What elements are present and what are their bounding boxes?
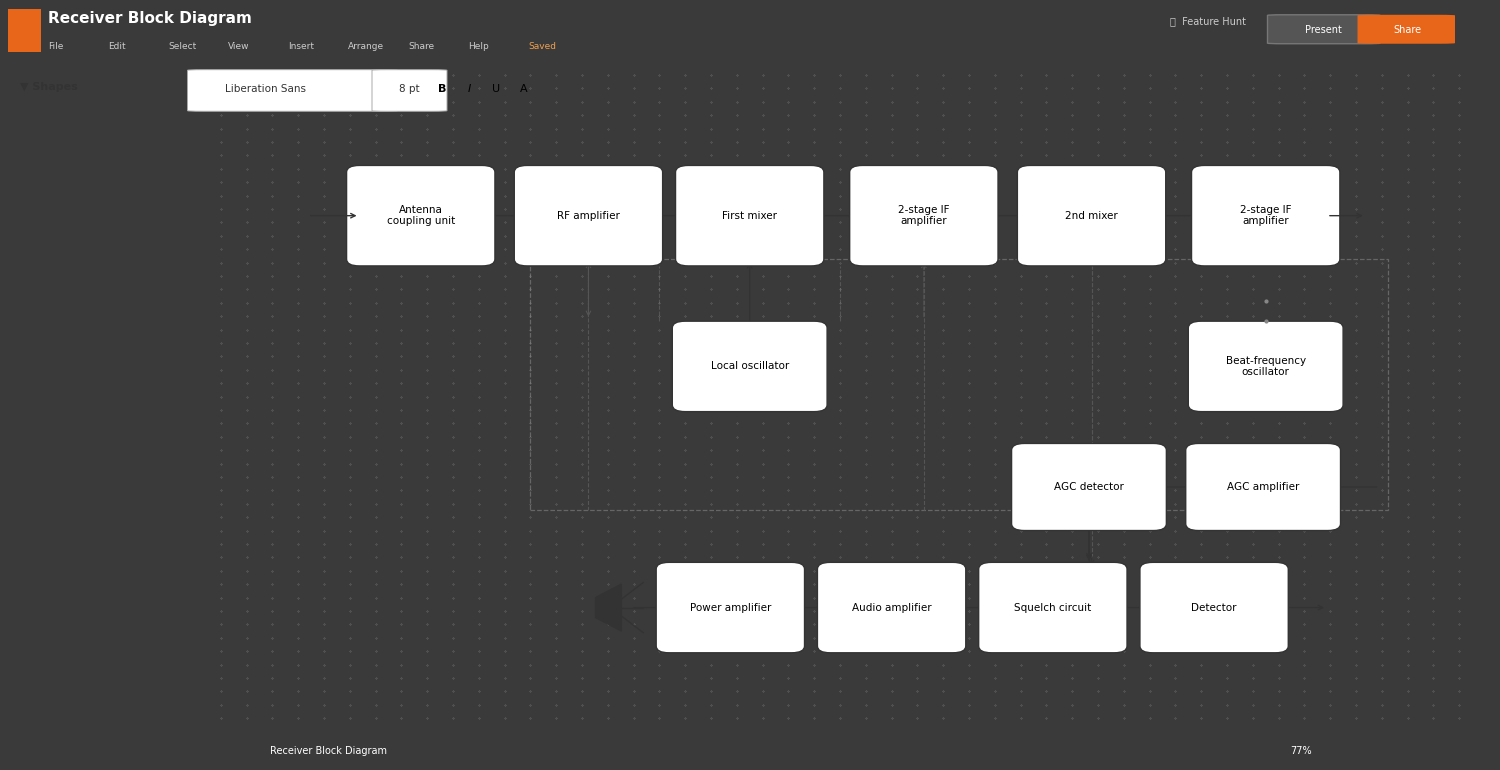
Text: Edit: Edit <box>108 42 126 51</box>
Text: 77%: 77% <box>1290 746 1311 755</box>
Text: Select: Select <box>168 42 196 51</box>
Text: Detector: Detector <box>1191 603 1237 613</box>
Bar <box>8 9 40 52</box>
FancyBboxPatch shape <box>1191 166 1340 266</box>
Text: A: A <box>519 85 528 94</box>
Text: Present: Present <box>1305 25 1341 35</box>
Text: RF amplifier: RF amplifier <box>556 211 620 221</box>
FancyBboxPatch shape <box>346 166 495 266</box>
Text: AGC amplifier: AGC amplifier <box>1227 482 1299 492</box>
Text: AGC detector: AGC detector <box>1054 482 1124 492</box>
FancyBboxPatch shape <box>1017 166 1166 266</box>
Text: Share: Share <box>408 42 434 51</box>
Text: ▼ Shapes: ▼ Shapes <box>20 82 78 92</box>
FancyBboxPatch shape <box>675 166 824 266</box>
Text: Liberation Sans: Liberation Sans <box>225 85 306 94</box>
Text: Share: Share <box>1394 25 1420 35</box>
FancyBboxPatch shape <box>1185 444 1341 531</box>
Text: View: View <box>228 42 249 51</box>
FancyBboxPatch shape <box>849 166 998 266</box>
Text: Insert: Insert <box>288 42 314 51</box>
Text: 🔍  Feature Hunt: 🔍 Feature Hunt <box>1170 17 1246 26</box>
FancyBboxPatch shape <box>818 562 966 653</box>
FancyBboxPatch shape <box>188 70 398 111</box>
Text: Help: Help <box>468 42 489 51</box>
FancyBboxPatch shape <box>656 562 804 653</box>
FancyBboxPatch shape <box>1140 562 1288 653</box>
Text: B: B <box>438 85 447 94</box>
Text: 8 pt: 8 pt <box>399 85 420 94</box>
Text: Saved: Saved <box>528 42 556 51</box>
Text: Receiver Block Diagram: Receiver Block Diagram <box>270 746 387 755</box>
Text: Squelch circuit: Squelch circuit <box>1014 603 1092 613</box>
Text: I: I <box>468 85 471 94</box>
FancyBboxPatch shape <box>1358 15 1455 44</box>
Text: File: File <box>48 42 63 51</box>
Text: 2-stage IF
amplifier: 2-stage IF amplifier <box>1240 205 1292 226</box>
Text: Arrange: Arrange <box>348 42 384 51</box>
FancyBboxPatch shape <box>1188 321 1342 412</box>
Text: Antenna
coupling unit: Antenna coupling unit <box>387 205 454 226</box>
Text: Local oscillator: Local oscillator <box>711 361 789 371</box>
FancyBboxPatch shape <box>372 70 447 111</box>
Text: First mixer: First mixer <box>722 211 777 221</box>
Text: Audio amplifier: Audio amplifier <box>852 603 932 613</box>
Text: Beat-frequency
oscillator: Beat-frequency oscillator <box>1226 356 1306 377</box>
Text: 2nd mixer: 2nd mixer <box>1065 211 1118 221</box>
Text: Power amplifier: Power amplifier <box>690 603 771 613</box>
Polygon shape <box>596 584 621 631</box>
Text: Receiver Block Diagram: Receiver Block Diagram <box>48 11 252 26</box>
FancyBboxPatch shape <box>514 166 663 266</box>
Text: U: U <box>492 85 501 94</box>
FancyBboxPatch shape <box>1011 444 1167 531</box>
Text: 2-stage IF
amplifier: 2-stage IF amplifier <box>898 205 950 226</box>
FancyBboxPatch shape <box>672 321 826 412</box>
FancyBboxPatch shape <box>978 562 1126 653</box>
FancyBboxPatch shape <box>1268 15 1380 44</box>
